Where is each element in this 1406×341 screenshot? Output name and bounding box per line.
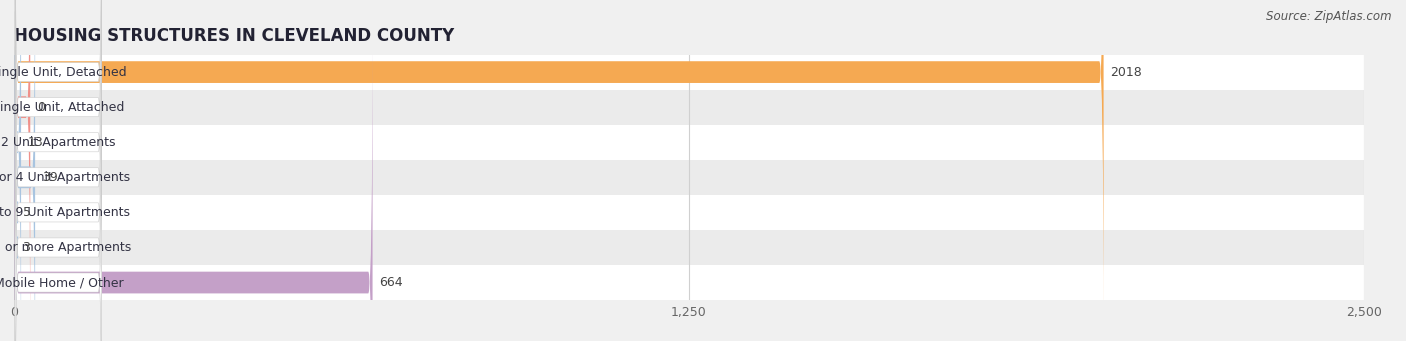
- Bar: [14, 125, 1364, 160]
- FancyBboxPatch shape: [14, 0, 31, 341]
- Text: 0: 0: [37, 101, 45, 114]
- Text: HOUSING STRUCTURES IN CLEVELAND COUNTY: HOUSING STRUCTURES IN CLEVELAND COUNTY: [14, 27, 454, 45]
- FancyBboxPatch shape: [15, 47, 101, 341]
- FancyBboxPatch shape: [14, 0, 21, 341]
- FancyBboxPatch shape: [15, 81, 101, 341]
- FancyBboxPatch shape: [15, 0, 101, 273]
- Text: 13: 13: [28, 136, 44, 149]
- Text: 10 or more Apartments: 10 or more Apartments: [0, 241, 131, 254]
- FancyBboxPatch shape: [13, 0, 18, 341]
- Text: 5: 5: [24, 206, 31, 219]
- FancyBboxPatch shape: [15, 0, 101, 341]
- Text: 3 or 4 Unit Apartments: 3 or 4 Unit Apartments: [0, 171, 129, 184]
- FancyBboxPatch shape: [14, 0, 1104, 341]
- Bar: [14, 55, 1364, 90]
- Text: 2018: 2018: [1111, 65, 1142, 78]
- Text: 3: 3: [22, 241, 30, 254]
- FancyBboxPatch shape: [15, 0, 101, 308]
- FancyBboxPatch shape: [11, 0, 18, 341]
- Text: 664: 664: [380, 276, 402, 289]
- Bar: [14, 195, 1364, 230]
- Text: 5 to 9 Unit Apartments: 5 to 9 Unit Apartments: [0, 206, 129, 219]
- Text: Source: ZipAtlas.com: Source: ZipAtlas.com: [1267, 10, 1392, 23]
- Bar: [14, 90, 1364, 125]
- FancyBboxPatch shape: [14, 0, 35, 341]
- Bar: [14, 265, 1364, 300]
- FancyBboxPatch shape: [14, 13, 373, 341]
- Text: 39: 39: [42, 171, 58, 184]
- Text: Single Unit, Detached: Single Unit, Detached: [0, 65, 127, 78]
- Bar: [14, 230, 1364, 265]
- Text: Single Unit, Attached: Single Unit, Attached: [0, 101, 125, 114]
- FancyBboxPatch shape: [15, 0, 101, 341]
- Text: Mobile Home / Other: Mobile Home / Other: [0, 276, 124, 289]
- Text: 2 Unit Apartments: 2 Unit Apartments: [1, 136, 115, 149]
- Bar: [14, 160, 1364, 195]
- FancyBboxPatch shape: [15, 12, 101, 341]
